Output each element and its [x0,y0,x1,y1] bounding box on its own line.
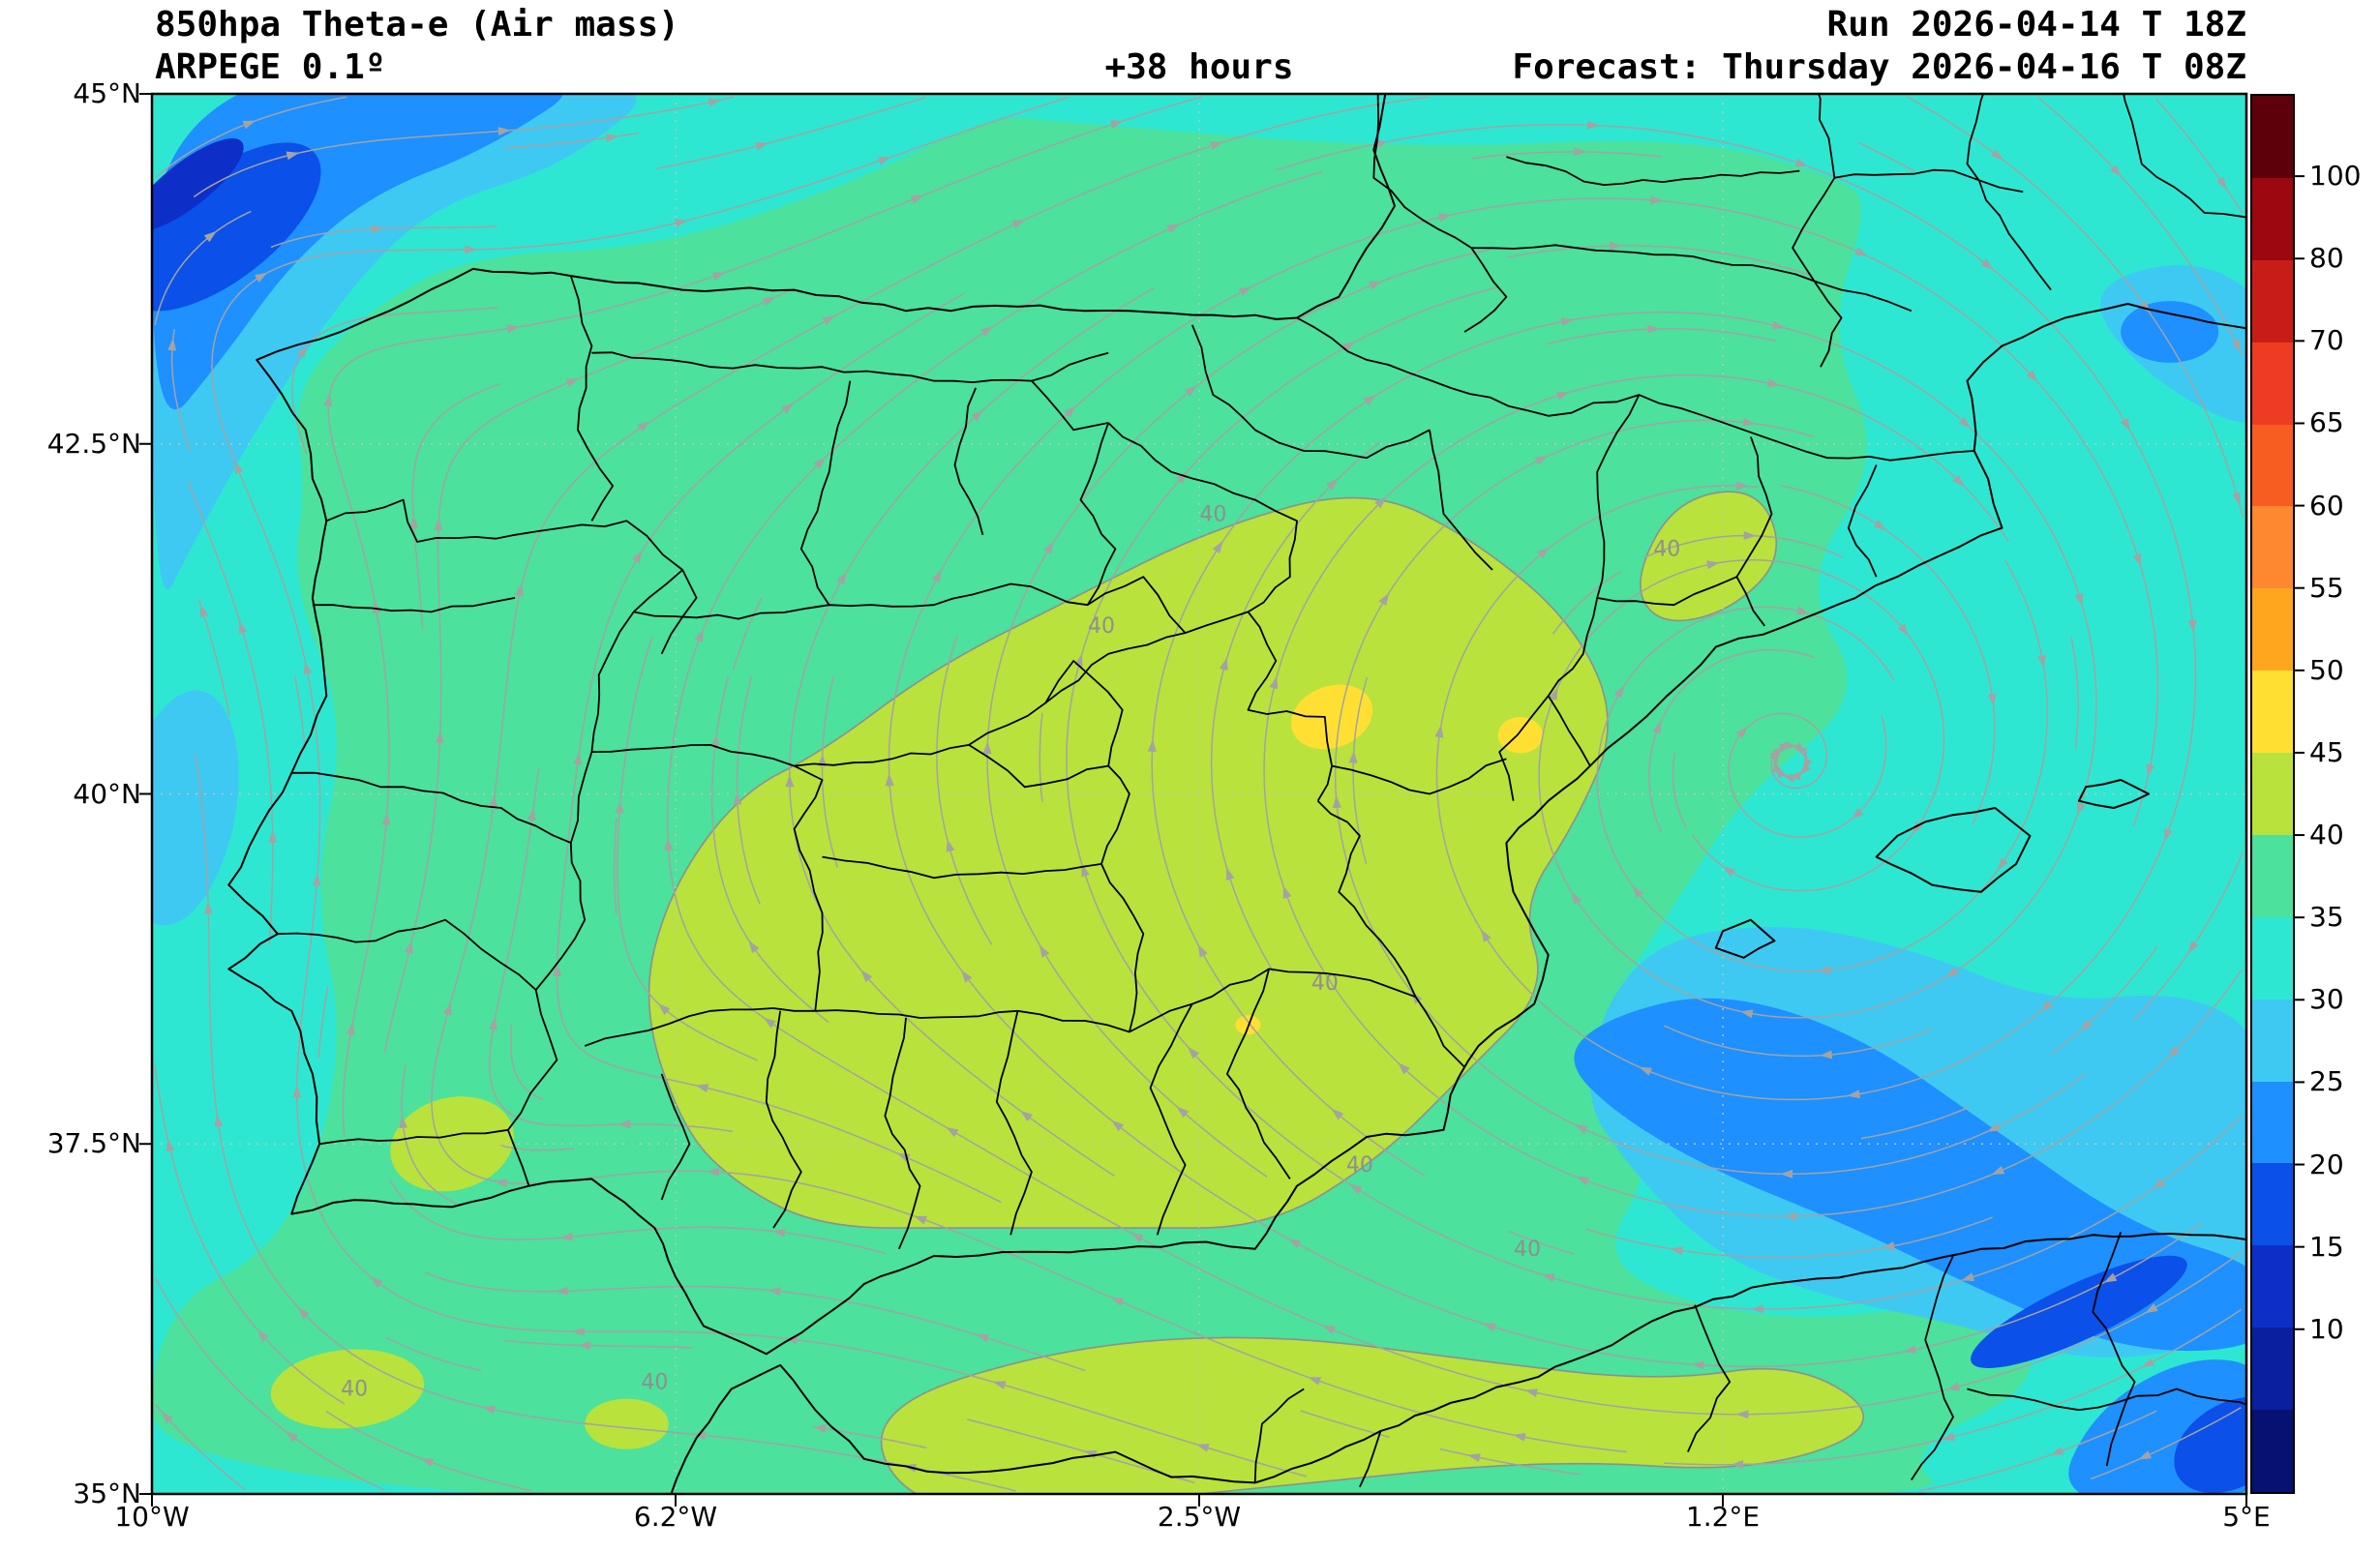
colorbar-segment [2252,96,2293,178]
colorbar-tick-label: 55 [2309,571,2344,604]
colorbar-segment [2252,671,2293,753]
x-tick-label: 10°W [114,1501,190,1533]
colorbar-segment [2252,424,2293,507]
y-tick-label: 35°N [73,1477,141,1509]
colorbar-tick-label: 30 [2309,983,2344,1016]
model-label: ARPEGE 0.1º [155,47,386,87]
x-tick-label: 6.2°W [633,1501,718,1533]
x-tick-label: 2.5°W [1157,1501,1242,1533]
colorbar-tick-label: 40 [2309,819,2344,851]
colorbar-tick-label: 50 [2309,653,2344,686]
colorbar-tick-label: 80 [2309,242,2344,275]
colorbar-segment [2252,1163,2293,1246]
wind-streamlines [154,96,2244,1492]
colorbar-segment [2252,1328,2293,1410]
run-label: Run 2026-04-14 T 18Z [1826,5,2246,45]
x-tick-label: 5°E [2222,1501,2271,1533]
axis-ticks [139,93,2247,1507]
colorbar-tick-label: 25 [2309,1065,2344,1098]
svg-text:40: 40 [341,1378,368,1402]
svg-text:40: 40 [1346,1153,1373,1178]
colorbar-segment [2252,1081,2293,1164]
colorbar-tick-label: 60 [2309,489,2344,522]
colorbar-tick-label: 70 [2309,324,2344,357]
colorbar-segment [2252,753,2293,835]
colorbar-tick-label: 20 [2309,1148,2344,1180]
grid-lines [152,94,2246,1494]
y-tick-label: 40°N [73,777,141,810]
colorbar-tick-label: 45 [2309,735,2344,768]
colorbar-segment [2252,588,2293,672]
contour-labels: 40 40 40 40 40 40 40 40 [341,502,1680,1401]
svg-text:40: 40 [1311,971,1339,996]
y-tick-label: 42.5°N [46,427,141,460]
x-tick-label: 1.2°E [1685,1501,1761,1533]
svg-text:40: 40 [1199,502,1226,526]
svg-text:40: 40 [1514,1238,1541,1262]
colorbar-segment [2252,999,2293,1082]
colorbar-tick-label: 15 [2309,1230,2344,1263]
colorbar-ticks [2295,175,2305,1330]
colorbar-tick-label: 10 [2309,1312,2344,1345]
colorbar-segment [2252,259,2293,343]
region-boundaries [227,94,2246,1494]
colorbar-tick-label: 65 [2309,406,2344,439]
colorbar-segment [2252,506,2293,589]
lead-time-label: +38 hours [1104,47,1294,87]
colorbar-segment [2252,834,2293,917]
colorbar-segment [2252,1245,2293,1328]
filled-contours [152,94,2246,1494]
colorbar-segment [2252,916,2293,1000]
svg-text:40: 40 [1653,538,1680,562]
colorbar-segment [2252,177,2293,260]
map-plot-area: 40 40 40 40 40 40 40 40 [152,94,2246,1494]
colorbar [2250,94,2295,1494]
y-tick-label: 45°N [73,77,141,109]
page-title: 850hpa Theta-e (Air mass) [155,5,679,45]
colorbar-tick-label: 100 [2309,160,2362,193]
colorbar-segment [2252,342,2293,425]
colorbar-segment [2252,1410,2293,1492]
svg-text:40: 40 [641,1370,668,1394]
svg-text:40: 40 [1088,614,1115,639]
y-tick-label: 37.5°N [46,1127,141,1160]
colorbar-tick-label: 35 [2309,901,2344,934]
valid-time-label: Forecast: Thursday 2026-04-16 T 08Z [1512,47,2246,87]
